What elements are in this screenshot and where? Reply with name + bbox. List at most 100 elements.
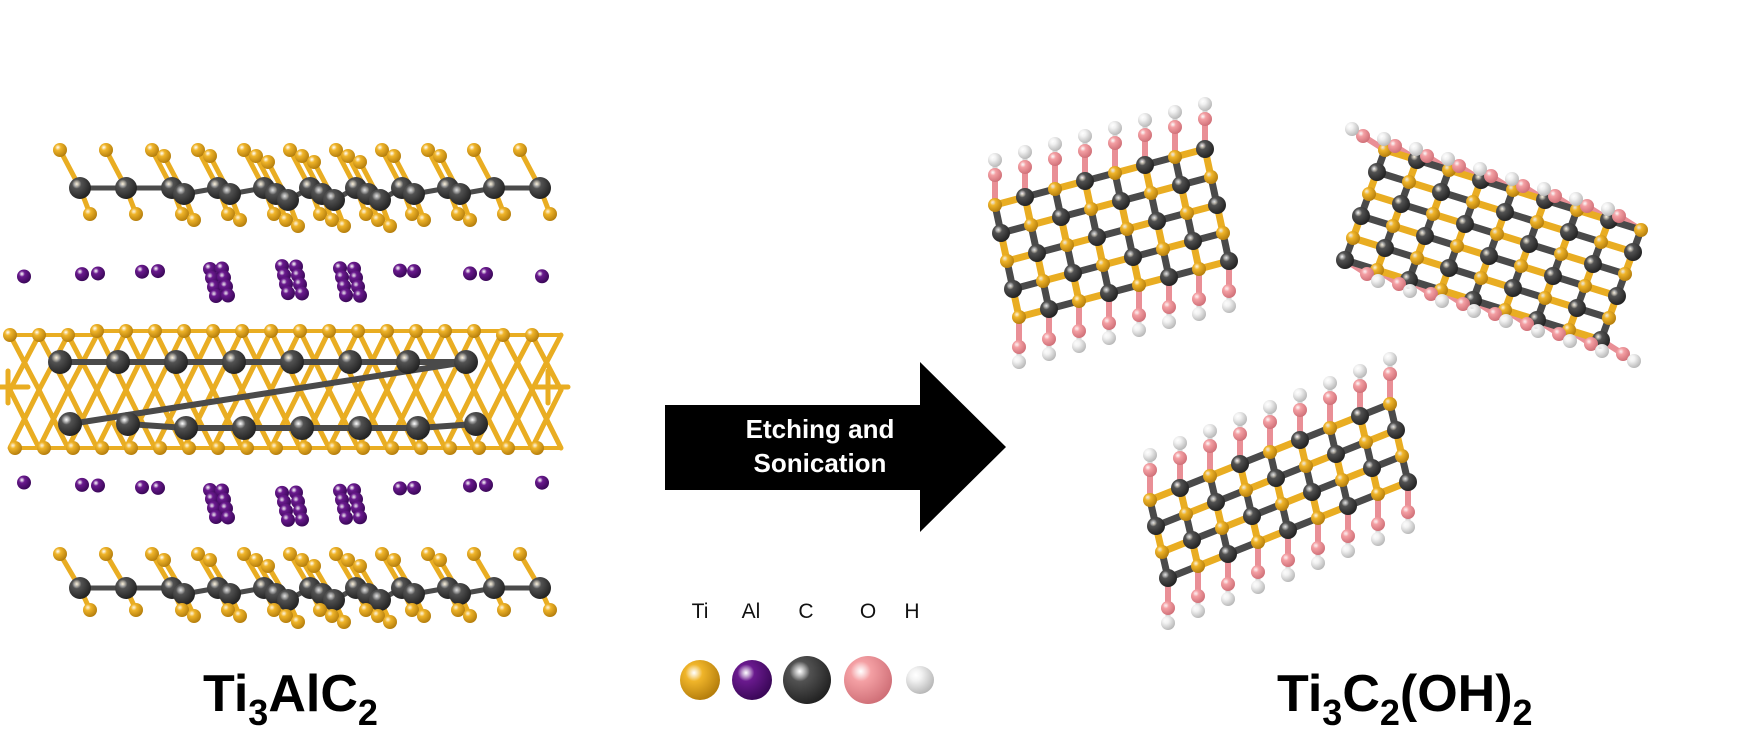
atom-ti	[387, 553, 401, 567]
atom-ti	[37, 441, 51, 455]
atom-ti	[371, 213, 385, 227]
atom-c	[1207, 493, 1225, 511]
atom-c	[219, 583, 241, 605]
bond	[500, 387, 535, 451]
atom-c	[69, 577, 91, 599]
legend-al-ball	[732, 660, 772, 700]
atom-h	[1341, 544, 1355, 558]
atom-ti	[353, 559, 367, 573]
legend-label-ti: Ti	[691, 600, 709, 623]
atom-ti	[1204, 170, 1218, 184]
atom-ti	[187, 213, 201, 227]
atom-ti	[513, 547, 527, 561]
atom-ti	[95, 441, 109, 455]
atom-al	[75, 477, 89, 492]
product-formula-part: 2	[1379, 692, 1400, 733]
atom-c	[1184, 232, 1202, 250]
atom-o	[1203, 439, 1217, 453]
legend-c-ball	[783, 656, 831, 704]
atom-legend	[680, 656, 934, 704]
atom-c	[222, 350, 246, 374]
atom-c	[277, 589, 299, 611]
atom-o	[1360, 267, 1374, 281]
atom-c	[1160, 268, 1178, 286]
atom-h	[1467, 304, 1481, 318]
atom-al	[479, 477, 493, 492]
atom-ti	[1096, 258, 1110, 272]
atom-ti	[264, 324, 278, 338]
atom-ti	[327, 441, 341, 455]
atom-h	[1161, 616, 1175, 630]
atom-ti	[1311, 511, 1325, 525]
atom-ti	[148, 324, 162, 338]
atom-ti	[467, 143, 481, 157]
atom-ti	[313, 603, 327, 617]
atom-ti	[433, 149, 447, 163]
bond	[442, 387, 477, 451]
atom-ti	[1024, 218, 1038, 232]
atom-ti	[233, 213, 247, 227]
atom-h	[1162, 315, 1176, 329]
atom-o	[1548, 189, 1562, 203]
atom-h	[1601, 202, 1615, 216]
atom-o	[1424, 287, 1438, 301]
atom-c	[1584, 255, 1602, 273]
atom-ti	[341, 149, 355, 163]
atom-ti	[1634, 223, 1648, 237]
reactant-formula-part: 2	[357, 692, 378, 733]
atom-al	[135, 264, 149, 279]
atom-c	[115, 177, 137, 199]
atom-ti	[497, 207, 511, 221]
atom-c	[1568, 299, 1586, 317]
atom-ti	[1036, 274, 1050, 288]
atom-ti	[1192, 262, 1206, 276]
atom-ti	[145, 143, 159, 157]
atom-ti	[235, 324, 249, 338]
atom-c	[1336, 251, 1354, 269]
bond	[7, 387, 42, 451]
atom-ti	[187, 609, 201, 623]
reactant-formula: Ti3AlC2	[203, 668, 378, 731]
atom-ti	[472, 441, 486, 455]
atom-ti	[341, 553, 355, 567]
atom-h	[1221, 592, 1235, 606]
atom-o	[1484, 169, 1498, 183]
atom-ti	[385, 441, 399, 455]
atom-ti	[129, 603, 143, 617]
atom-h	[1311, 556, 1325, 570]
atom-ti	[233, 609, 247, 623]
atom-h	[1233, 412, 1247, 426]
atom-al	[151, 264, 165, 279]
atom-c	[173, 183, 195, 205]
atom-ti	[1216, 226, 1230, 240]
atom-o	[1161, 601, 1175, 615]
atom-ti	[307, 559, 321, 573]
atom-c	[1183, 531, 1201, 549]
legend-h-ball	[906, 666, 934, 694]
atom-h	[1263, 400, 1277, 414]
atom-al	[353, 510, 367, 525]
atom-ti	[1239, 483, 1253, 497]
atom-o	[1168, 120, 1182, 134]
atom-h	[1627, 354, 1641, 368]
atom-ti	[203, 149, 217, 163]
atom-c	[1148, 212, 1166, 230]
atom-o	[1192, 292, 1206, 306]
atom-al	[17, 475, 31, 490]
atom-o	[1102, 316, 1116, 330]
atom-ti	[337, 615, 351, 629]
atom-c	[115, 577, 137, 599]
atom-c	[1040, 300, 1058, 318]
atom-ti	[543, 603, 557, 617]
atom-c	[174, 416, 198, 440]
atom-ti	[375, 547, 389, 561]
atom-ti	[1402, 175, 1416, 189]
atom-ti	[313, 207, 327, 221]
bond	[326, 387, 361, 451]
bond	[123, 387, 158, 451]
atom-ti	[513, 143, 527, 157]
atom-c	[277, 189, 299, 211]
legend-label-o: O	[859, 600, 877, 623]
atom-ti	[298, 441, 312, 455]
atom-ti	[1120, 222, 1134, 236]
